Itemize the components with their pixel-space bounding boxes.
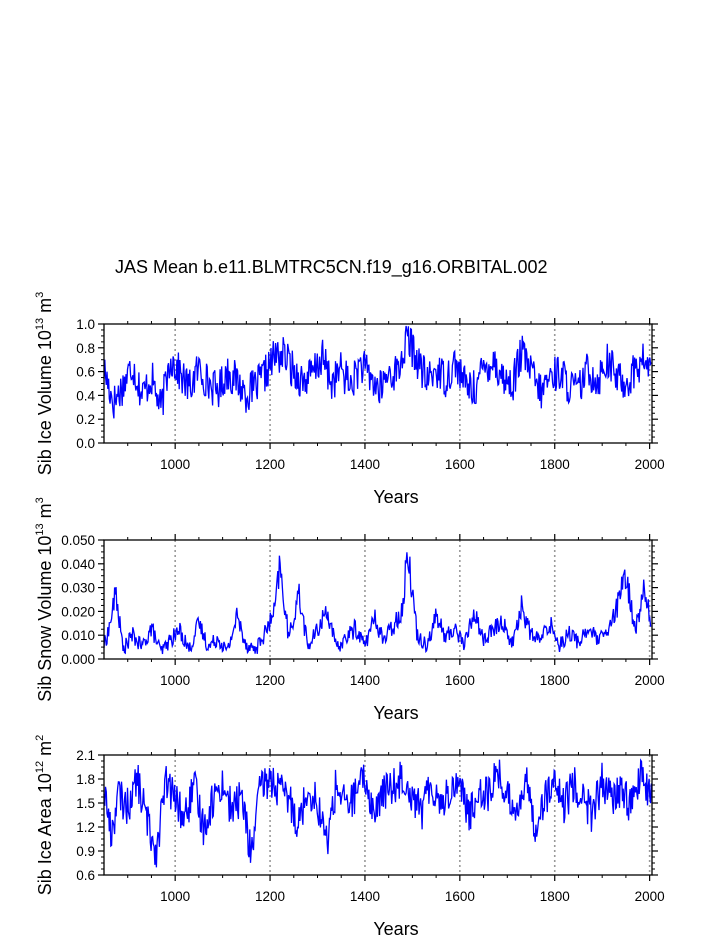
- y-tick-label: 1.8: [76, 772, 95, 787]
- plot-panels: 1000 1200 1400 1600 1800 2000 0.0 0.2 0.4 0.6 0.8 1…: [34, 292, 665, 935]
- data-series-line: [103, 325, 652, 419]
- x-axis-label: Years: [373, 919, 418, 935]
- x-tick-label: 1200: [255, 457, 285, 472]
- y-tick-label: 0.0: [76, 436, 95, 451]
- y-tick-label: 0.050: [61, 533, 95, 548]
- y-tick-label: 1.2: [76, 820, 95, 835]
- x-tick-label: 1600: [445, 457, 475, 472]
- x-tick-label: 1800: [540, 889, 570, 904]
- x-tick-label: 1400: [350, 673, 380, 688]
- y-tick-label: 1.0: [76, 317, 95, 332]
- x-tick-label: 1600: [445, 889, 475, 904]
- y-tick-label: 0.9: [76, 844, 95, 859]
- y-axis-label-part: Sib Ice Area 10: [35, 773, 55, 895]
- y-tick-label: 0.6: [76, 868, 95, 883]
- data-series-line: [103, 758, 652, 868]
- y-tick-label: 1.5: [76, 796, 95, 811]
- x-tick-label: 1000: [160, 889, 190, 904]
- sib-ice-volume-panel: 1000 1200 1400 1600 1800 2000 0.0 0.2 0.4 0.6 0.8 1…: [34, 292, 665, 507]
- x-tick-label: 1200: [255, 889, 285, 904]
- y-axis-label-part: Sib Ice Volume 10: [35, 330, 55, 475]
- y-axis-label: Sib Ice Volume 1013 m3: [34, 292, 55, 475]
- x-tick-label: 1400: [350, 457, 380, 472]
- y-axis-label-exponent: 3: [34, 497, 46, 503]
- x-tick-label: 1800: [540, 673, 570, 688]
- y-tick-label: 0.020: [61, 604, 95, 619]
- y-axis-label-exponent: 12: [34, 761, 46, 773]
- y-tick-label: 2.1: [76, 748, 95, 763]
- data-series-line: [103, 552, 652, 655]
- y-axis-label-part: m: [35, 503, 55, 523]
- x-tick-label: 1400: [350, 889, 380, 904]
- y-tick-label: 0.000: [61, 652, 95, 667]
- x-axis-label: Years: [373, 703, 418, 723]
- x-tick-label: 2000: [635, 457, 665, 472]
- y-tick-label: 0.010: [61, 628, 95, 643]
- y-axis-label-part: m: [35, 298, 55, 318]
- x-tick-label: 1000: [160, 457, 190, 472]
- y-tick-label: 0.040: [61, 557, 95, 572]
- y-tick-label: 0.8: [76, 341, 95, 356]
- y-tick-label: 0.6: [76, 365, 95, 380]
- y-axis-label: Sib Ice Area 1012 m2: [34, 735, 55, 895]
- y-tick-label: 0.030: [61, 581, 95, 596]
- chart-title: JAS Mean b.e11.BLMTRC5CN.f19_g16.ORBITAL…: [115, 257, 548, 278]
- y-axis-label: Sib Snow Volume 1013 m3: [34, 497, 55, 701]
- y-tick-label: 0.4: [76, 388, 95, 403]
- y-axis-label-exponent: 13: [34, 318, 46, 330]
- x-tick-label: 1600: [445, 673, 475, 688]
- y-axis-label-exponent: 2: [34, 735, 46, 741]
- x-axis-label: Years: [373, 487, 418, 507]
- x-tick-label: 2000: [635, 889, 665, 904]
- y-axis-label-part: m: [35, 741, 55, 761]
- x-tick-label: 2000: [635, 673, 665, 688]
- x-tick-label: 1200: [255, 673, 285, 688]
- x-tick-label: 1800: [540, 457, 570, 472]
- y-axis-label-exponent: 13: [34, 523, 46, 535]
- x-tick-label: 1000: [160, 673, 190, 688]
- y-axis-label-exponent: 3: [34, 292, 46, 298]
- y-tick-label: 0.2: [76, 412, 95, 427]
- y-axis-label-part: Sib Snow Volume 10: [35, 536, 55, 702]
- sib-ice-area-panel: 1000 1200 1400 1600 1800 2000 0.6 0.9 1.2 1.5 1.8 2…: [34, 735, 665, 935]
- sib-snow-volume-panel: 1000 1200 1400 1600 1800 2000 0.000 0.010 0.020 0…: [34, 497, 665, 723]
